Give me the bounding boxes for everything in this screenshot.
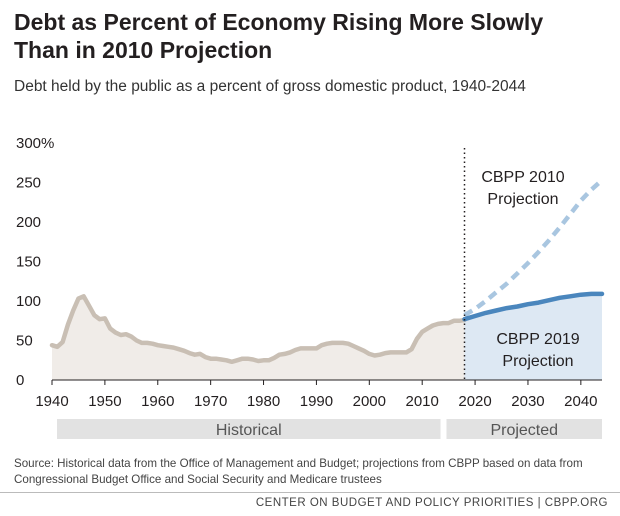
x-tick-label: 1990 <box>300 393 333 410</box>
x-tick-label: 1940 <box>35 393 68 410</box>
chart-subtitle: Debt held by the public as a percent of … <box>14 78 526 95</box>
y-tick-label: 50 <box>16 333 33 350</box>
y-tick-label: 250 <box>16 175 41 192</box>
historical-band-label: Historical <box>216 422 282 439</box>
projection-2010-label: CBPP 2010 <box>481 169 564 186</box>
y-axis: 0 50 100 150 200 250 300% <box>16 135 54 389</box>
chart-lines <box>49 178 605 365</box>
y-tick-label: 0 <box>16 372 24 389</box>
projection-2010-line <box>463 178 604 318</box>
projected-band-label: Projected <box>490 422 558 439</box>
historical-area <box>52 296 465 380</box>
projection-2010-label: Projection <box>487 191 558 208</box>
footer-credit: CENTER ON BUDGET AND POLICY PRIORITIES |… <box>255 497 608 509</box>
x-tick-label: 2030 <box>511 393 544 410</box>
projection-2019-area <box>464 293 602 380</box>
x-tick-label: 2010 <box>406 393 439 410</box>
y-tick-label: 300% <box>16 135 54 152</box>
historical-line <box>49 294 467 365</box>
x-tick-label: 1950 <box>88 393 121 410</box>
x-tick-label: 2020 <box>458 393 491 410</box>
period-bands: Historical Projected <box>57 419 602 439</box>
footer-divider <box>0 492 620 493</box>
projection-2019-label: Projection <box>502 353 573 370</box>
source-note: Source: Historical data from the Office … <box>14 457 583 486</box>
y-tick-label: 200 <box>16 214 41 231</box>
debt-chart: Historical Projected 050100150200250300% … <box>16 135 605 439</box>
x-tick-label: 2000 <box>353 393 386 410</box>
projection-2019-line <box>462 291 605 322</box>
x-tick-label: 2040 <box>564 393 597 410</box>
x-axis: 1940 1950 1960 1970 1980 1990 2000 2010 2020 2030… <box>35 380 598 410</box>
projected-band <box>446 419 602 439</box>
y-tick-label: 100 <box>16 293 41 310</box>
projection-2019-label: CBPP 2019 <box>496 331 579 348</box>
x-tick-label: 1980 <box>247 393 280 410</box>
chart-areas <box>52 293 602 381</box>
historical-band <box>57 419 441 439</box>
y-tick-label: 150 <box>16 254 41 271</box>
chart-title: Debt as Percent of Economy Rising More S… <box>14 9 544 63</box>
chart-annotations: CBPP 2010 Projection CBPP 2019 Projection <box>481 169 579 370</box>
x-tick-label: 1970 <box>194 393 227 410</box>
x-tick-label: 1960 <box>141 393 174 410</box>
